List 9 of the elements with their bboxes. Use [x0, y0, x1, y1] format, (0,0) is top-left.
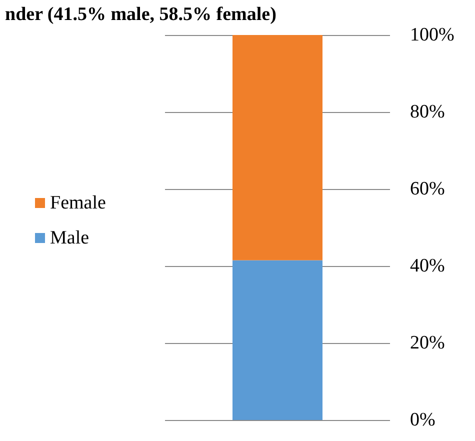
y-tick-label: 40% — [410, 256, 445, 276]
legend-label: Male — [50, 228, 90, 248]
chart-title: nder (41.5% male, 58.5% female) — [5, 4, 276, 25]
y-tick-label: 100% — [410, 24, 454, 46]
y-tick-label: 0% — [410, 410, 436, 430]
y-tick-label: 80% — [410, 102, 445, 122]
y-tick-label: 60% — [410, 178, 445, 200]
y-tick-label: 20% — [410, 332, 445, 354]
legend-label: Female — [50, 192, 106, 214]
